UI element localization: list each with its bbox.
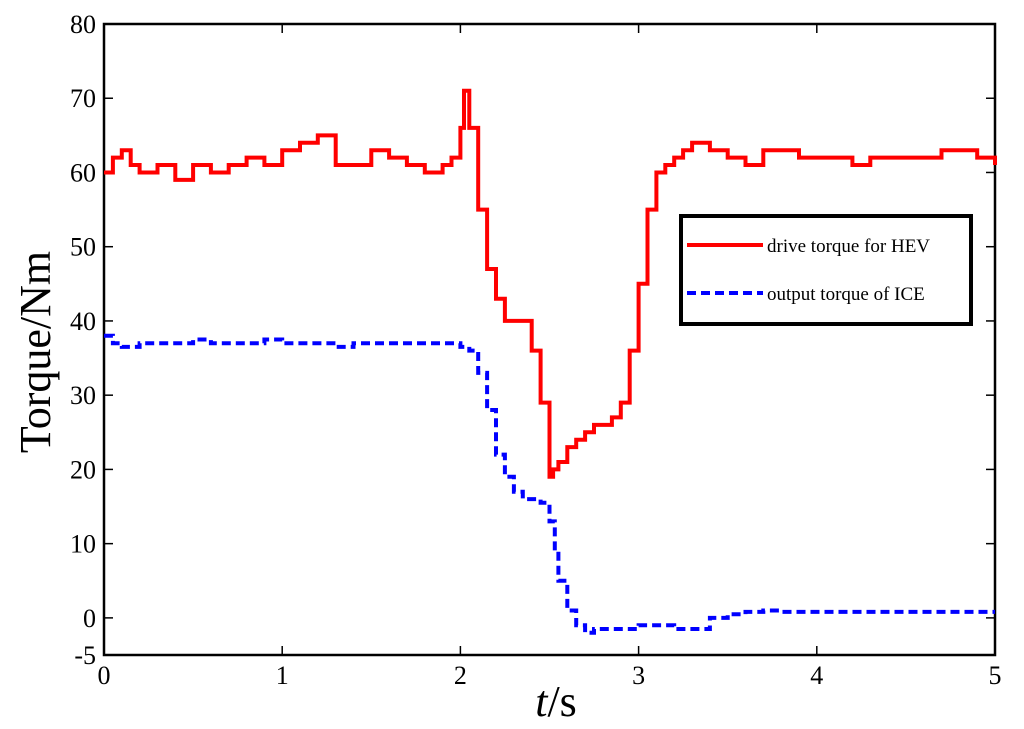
series-line-0 [104,88,997,479]
x-tick-label: 4 [810,661,823,690]
y-tick-label: 40 [70,307,96,336]
y-tick-label: 10 [70,530,96,559]
x-tick-label: 2 [454,661,467,690]
x-axis-ticks: 0 1 2 3 4 5 [98,24,1002,690]
y-tick-label: 70 [70,84,96,113]
series-line-1 [104,333,995,635]
x-axis-title: t/s [535,677,577,726]
y-tick-label: 80 [70,10,96,39]
y-tick-label: -5 [74,641,96,670]
legend-box [679,214,973,326]
x-tick-label: 0 [98,661,111,690]
series-0 [104,88,997,479]
y-tick-label: 50 [70,233,96,262]
x-axis-title-unit: /s [547,677,576,726]
plot-frame [102,22,997,657]
x-tick-label: 5 [989,661,1002,690]
x-axis-title-italic: t [535,677,549,726]
x-tick-label: 1 [276,661,289,690]
y-axis-title: Torque/Nm [11,251,60,453]
y-tick-label: 30 [70,381,96,410]
y-axis-ticks: -5 0 10 20 30 40 50 60 70 80 [70,10,995,670]
series-layer [104,88,997,635]
y-tick-label: 20 [70,455,96,484]
series-1 [104,333,995,635]
x-tick-label: 3 [632,661,645,690]
legend-label-ice: output torque of ICE [767,284,925,305]
legend: drive torque for HEV output torque of IC… [679,214,973,326]
y-tick-label: 0 [83,604,96,633]
y-tick-label: 60 [70,158,96,187]
legend-label-hev: drive torque for HEV [767,236,930,257]
